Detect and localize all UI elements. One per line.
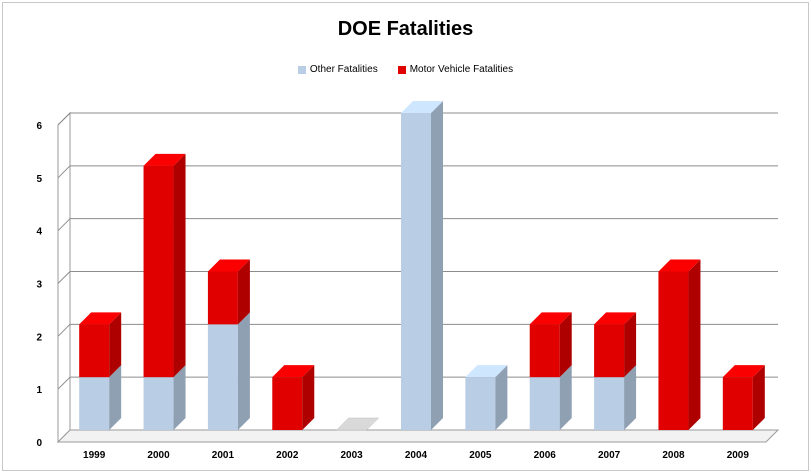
x-tick-label: 2004 [405, 450, 428, 461]
bar-side-other [109, 365, 122, 430]
bar-side-motor-vehicle [688, 259, 701, 430]
chart-title: DOE Fatalities [337, 18, 474, 40]
gridline-side [57, 376, 71, 390]
bar-other [79, 377, 110, 430]
bar-top-motor-vehicle [658, 259, 701, 272]
x-tick-label: 2005 [469, 450, 492, 461]
y-tick-label: 4 [36, 227, 42, 238]
y-tick-label: 6 [36, 121, 42, 132]
bar-side-other [173, 365, 186, 430]
bar-side-motor-vehicle [237, 259, 250, 325]
bar-other [207, 324, 238, 430]
bar-motor-vehicle [529, 324, 560, 378]
bar-top-motor-vehicle [272, 365, 315, 378]
gridline-side [57, 218, 71, 232]
bar-side-motor-vehicle [173, 153, 186, 378]
legend-item-motor-vehicle: Motor Vehicle Fatalities [397, 64, 514, 75]
legend: Other Fatalities Motor Vehicle Fatalitie… [0, 64, 811, 75]
x-tick-label: 2003 [341, 450, 364, 461]
bar-motor-vehicle [79, 324, 110, 378]
bar-side-other [495, 365, 508, 430]
legend-swatch-motor-vehicle [397, 65, 406, 74]
bar-motor-vehicle [594, 324, 625, 378]
bar-top-motor-vehicle [79, 312, 122, 325]
legend-swatch-other [297, 65, 306, 74]
x-tick-label: 2006 [534, 450, 557, 461]
legend-label-motor-vehicle: Motor Vehicle Fatalities [409, 64, 514, 75]
bar-side-motor-vehicle [559, 312, 572, 378]
bar-side-other [559, 365, 572, 430]
x-tick-label: 2002 [276, 450, 299, 461]
y-tick-label: 3 [36, 280, 42, 291]
gridline-side [57, 271, 71, 284]
bar-motor-vehicle [272, 377, 303, 430]
bar-motor-vehicle [722, 377, 753, 430]
bar-other [401, 113, 431, 430]
legend-item-other: Other Fatalities [297, 64, 378, 75]
x-tick-label: 2000 [147, 450, 170, 461]
legend-label-other: Other Fatalities [309, 64, 378, 75]
bar-other [143, 377, 174, 430]
bar-top-other [401, 101, 443, 113]
bar-top-motor-vehicle [207, 259, 250, 272]
gridline-side [57, 323, 71, 337]
bar-side-other [431, 101, 443, 430]
x-tick-label: 1999 [83, 450, 106, 461]
x-tick-label: 2009 [727, 450, 750, 461]
bar-motor-vehicle [658, 271, 689, 430]
bar-side-motor-vehicle [624, 312, 637, 378]
bar-other [465, 377, 496, 430]
bar-other [594, 377, 625, 430]
bar-top-motor-vehicle [594, 312, 637, 325]
bar-empty [336, 417, 380, 431]
bar-other [529, 377, 560, 430]
bar-top-other [465, 365, 508, 378]
bar-top-motor-vehicle [143, 153, 186, 166]
x-tick-label: 2001 [212, 450, 235, 461]
y-tick-label: 0 [36, 438, 42, 449]
bar-side-other [237, 312, 250, 430]
floor [56, 429, 780, 443]
bar-motor-vehicle [143, 165, 174, 378]
y-tick-label: 5 [36, 174, 42, 185]
bar-side-motor-vehicle [752, 365, 765, 430]
bar-side-motor-vehicle [109, 312, 122, 378]
bar-side-motor-vehicle [302, 365, 315, 430]
x-tick-label: 2008 [662, 450, 685, 461]
gridline-side [57, 112, 71, 126]
bar-top-motor-vehicle [722, 365, 765, 378]
bar-top-motor-vehicle [529, 312, 572, 325]
y-tick-label: 1 [36, 385, 42, 396]
y-tick-label: 2 [36, 332, 42, 343]
bar-side-other [624, 365, 637, 430]
bar-motor-vehicle [207, 271, 238, 325]
gridline-side [57, 165, 71, 179]
x-tick-label: 2007 [598, 450, 621, 461]
